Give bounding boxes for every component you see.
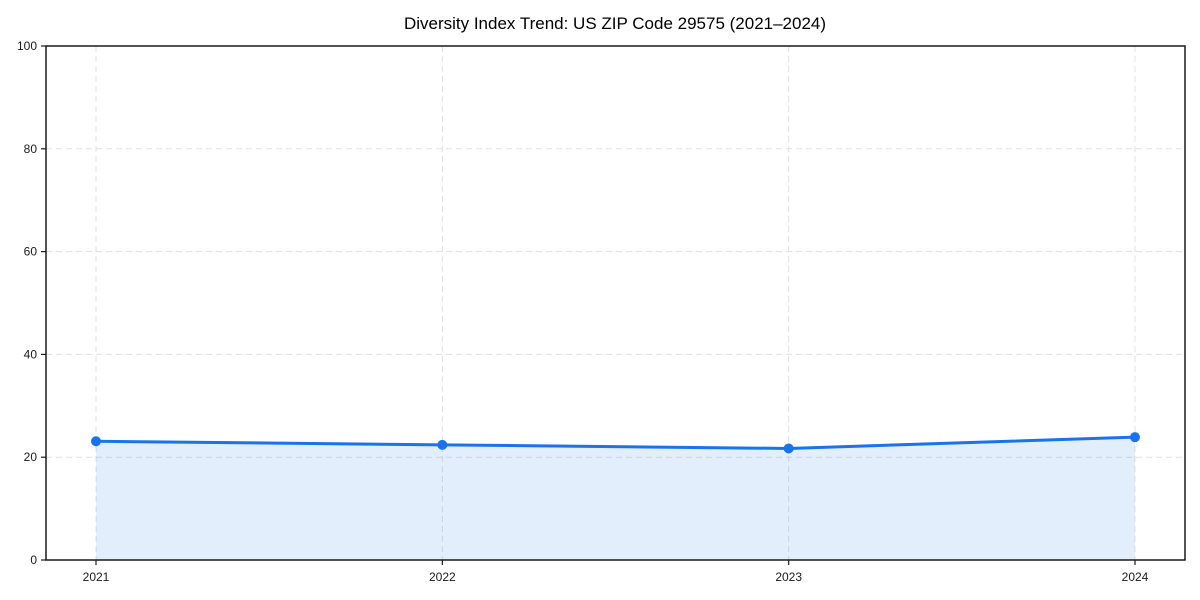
y-tick-label: 20 (24, 450, 38, 464)
x-tick-label: 2021 (83, 570, 110, 584)
data-point-2024 (1130, 432, 1140, 443)
axes: 0 20 40 60 80 100 2021 2022 2023 2024 (17, 39, 1186, 584)
y-tick-label: 0 (30, 553, 37, 567)
data-line (94, 435, 1137, 450)
data-point-2021 (91, 436, 101, 447)
x-tick-label: 2022 (429, 570, 456, 584)
area-fill (96, 437, 1135, 560)
gridlines (46, 46, 1185, 560)
x-tick-label: 2024 (1122, 570, 1149, 584)
data-point-2023 (783, 443, 794, 454)
data-point-2022 (437, 439, 448, 450)
y-tick-label: 80 (24, 142, 38, 156)
data-markers (91, 432, 1140, 454)
area-fill-shape (96, 437, 1135, 560)
y-tick-label: 100 (17, 39, 37, 53)
chart-title: Diversity Index Trend: US ZIP Code 29575… (404, 14, 826, 33)
y-tick-label: 40 (24, 347, 38, 361)
x-tick-label: 2023 (775, 570, 802, 584)
plot-spines (45, 45, 1186, 561)
y-tick-label: 60 (24, 245, 38, 259)
diversity-index-line (94, 435, 1137, 450)
